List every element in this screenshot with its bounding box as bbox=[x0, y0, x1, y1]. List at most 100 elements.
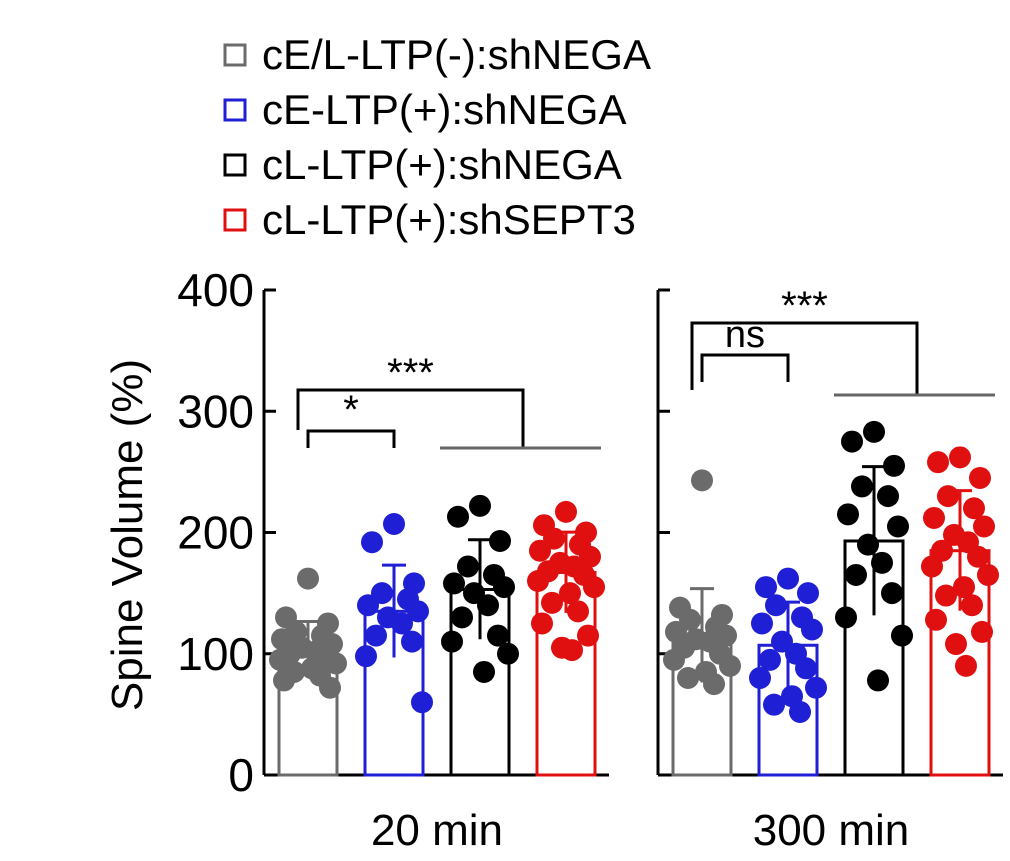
data-point bbox=[749, 667, 771, 689]
data-point bbox=[805, 676, 827, 699]
data-point bbox=[937, 485, 959, 508]
data-point bbox=[297, 567, 319, 590]
data-point bbox=[973, 515, 995, 538]
data-point bbox=[763, 693, 785, 716]
data-point bbox=[801, 618, 823, 641]
data-point bbox=[751, 612, 773, 635]
data-point bbox=[927, 451, 949, 474]
data-point bbox=[531, 612, 553, 635]
data-point bbox=[677, 667, 699, 689]
data-point bbox=[925, 608, 947, 631]
data-point bbox=[457, 555, 479, 578]
data-point bbox=[765, 594, 787, 617]
data-point bbox=[851, 475, 873, 498]
data-point bbox=[835, 606, 857, 629]
legend-swatch bbox=[223, 208, 247, 232]
data-point bbox=[579, 545, 601, 568]
legend-swatch bbox=[223, 43, 247, 67]
panel-2: 300 min ns *** bbox=[656, 284, 1003, 855]
data-point bbox=[797, 582, 819, 605]
legend-entry: cE/L-LTP(-):shNEGA bbox=[262, 31, 651, 78]
bracket-line bbox=[306, 429, 396, 448]
data-point bbox=[877, 485, 899, 508]
data-point bbox=[777, 567, 799, 590]
data-point bbox=[795, 657, 817, 680]
data-point bbox=[473, 660, 495, 683]
x-axis-label: 20 min bbox=[371, 806, 503, 855]
data-point bbox=[583, 576, 605, 599]
significance-bracket: ns bbox=[700, 314, 790, 382]
data-point bbox=[955, 654, 977, 677]
data-point bbox=[703, 673, 725, 696]
data-point bbox=[561, 639, 583, 662]
legend-swatch bbox=[223, 153, 247, 177]
data-point bbox=[391, 612, 413, 635]
data-point bbox=[921, 555, 943, 578]
data-point bbox=[361, 531, 383, 554]
bracket-line bbox=[296, 388, 525, 448]
data-point bbox=[961, 594, 983, 617]
data-point bbox=[411, 691, 433, 714]
y-axis: 0 100 200 300 400 bbox=[177, 264, 276, 801]
data-point bbox=[759, 648, 781, 671]
significance-label: *** bbox=[781, 284, 828, 328]
data-point bbox=[945, 633, 967, 656]
data-point bbox=[477, 594, 499, 617]
data-point bbox=[577, 624, 599, 647]
data-point bbox=[845, 563, 867, 586]
data-point bbox=[357, 594, 379, 617]
y-tick-label: 300 bbox=[177, 385, 254, 437]
data-point bbox=[967, 545, 989, 568]
data-point bbox=[863, 420, 885, 443]
legend-swatch bbox=[223, 98, 247, 122]
data-point bbox=[529, 539, 551, 562]
bracket-line bbox=[700, 353, 790, 382]
data-point bbox=[837, 503, 859, 526]
significance-label: *** bbox=[387, 351, 434, 395]
data-point bbox=[325, 652, 347, 675]
data-point bbox=[355, 645, 377, 668]
data-point bbox=[719, 654, 741, 677]
data-point bbox=[401, 630, 423, 653]
data-point bbox=[841, 430, 863, 453]
significance-bracket: *** bbox=[296, 351, 601, 450]
data-point bbox=[407, 600, 429, 623]
significance-bracket: * bbox=[306, 388, 396, 448]
data-point bbox=[663, 648, 685, 671]
data-point bbox=[857, 533, 879, 556]
data-point bbox=[789, 700, 811, 723]
data-point bbox=[273, 669, 295, 692]
significance-label: ns bbox=[725, 314, 765, 356]
data-point bbox=[977, 563, 999, 586]
data-point bbox=[949, 446, 971, 469]
legend-entry: cL-LTP(+):shNEGA bbox=[262, 141, 622, 188]
data-point bbox=[541, 591, 563, 614]
y-tick-label: 100 bbox=[177, 628, 254, 680]
significance-bracket: *** bbox=[690, 284, 995, 397]
data-point bbox=[871, 551, 893, 574]
data-point bbox=[935, 584, 957, 607]
data-point bbox=[969, 466, 991, 489]
significance-label: * bbox=[343, 388, 359, 432]
data-point bbox=[923, 506, 945, 529]
data-point bbox=[881, 582, 903, 605]
data-point bbox=[971, 620, 993, 643]
data-point bbox=[443, 572, 465, 595]
y-tick-label: 200 bbox=[177, 507, 254, 559]
legend-entry: cL-LTP(+):shSEPT3 bbox=[262, 196, 636, 243]
data-point bbox=[555, 500, 577, 523]
data-point bbox=[319, 676, 341, 699]
legend: cE/L-LTP(-):shNEGA cE-LTP(+):shNEGA cL-LTP… bbox=[223, 31, 651, 243]
data-point bbox=[451, 606, 473, 629]
data-point bbox=[867, 669, 889, 692]
data-point bbox=[489, 529, 511, 552]
data-point bbox=[469, 494, 491, 517]
data-point bbox=[891, 624, 913, 647]
data-point bbox=[755, 576, 777, 599]
y-tick-label: 400 bbox=[177, 264, 254, 316]
data-point bbox=[493, 576, 515, 599]
data-point bbox=[447, 505, 469, 528]
data-point bbox=[963, 497, 985, 520]
data-point bbox=[487, 624, 509, 647]
